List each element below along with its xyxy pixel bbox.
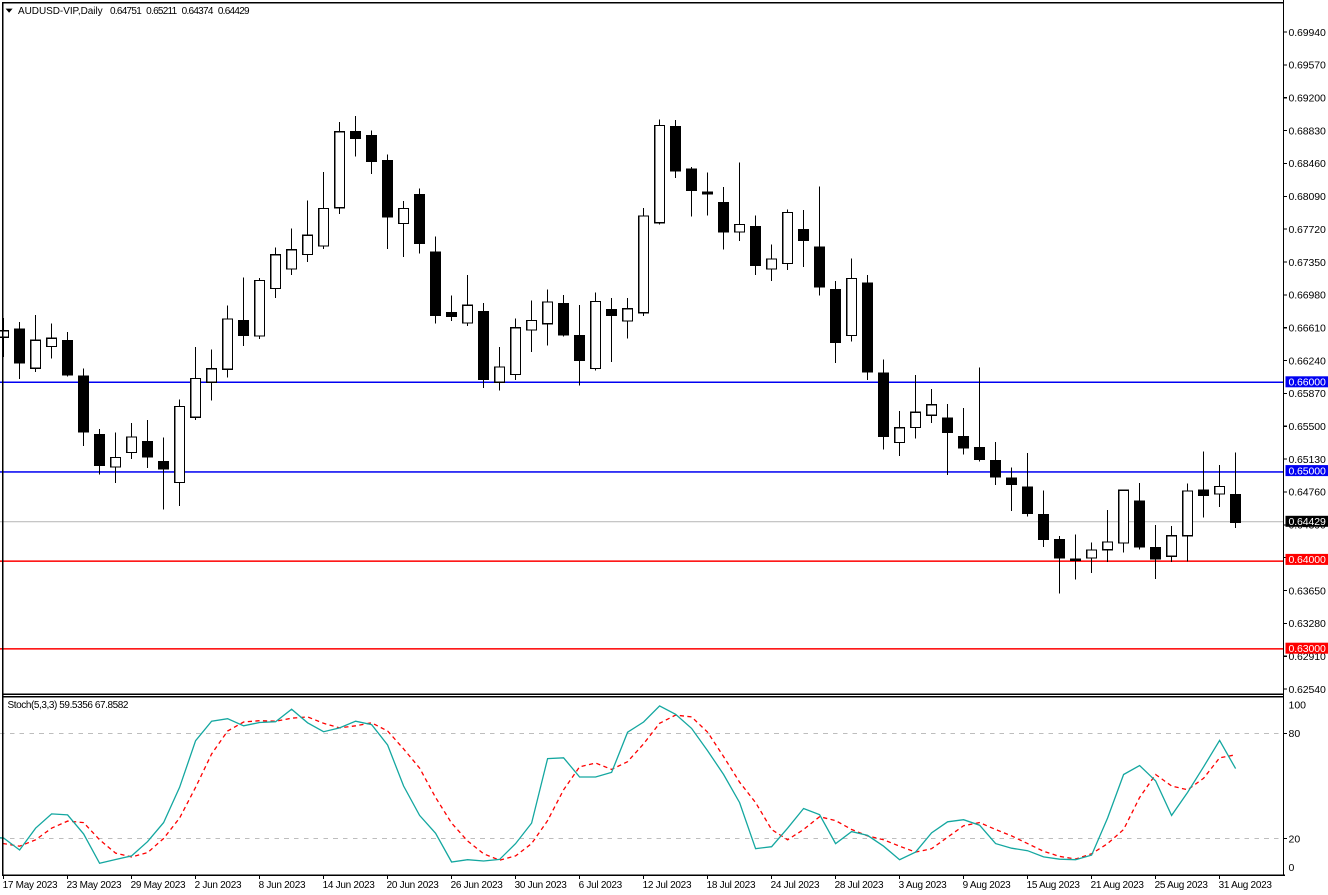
svg-text:21 Aug 2023: 21 Aug 2023 — [1091, 880, 1145, 891]
svg-text:20 Jun 2023: 20 Jun 2023 — [387, 880, 440, 891]
svg-text:20: 20 — [1289, 833, 1301, 845]
svg-text:24 Jul 2023: 24 Jul 2023 — [771, 880, 820, 891]
svg-text:14 Jun 2023: 14 Jun 2023 — [323, 880, 376, 891]
svg-text:0.65000: 0.65000 — [1289, 465, 1327, 477]
svg-text:Stoch(5,3,3) 59.5356 67.8582: Stoch(5,3,3) 59.5356 67.8582 — [8, 700, 129, 711]
svg-text:0.68830: 0.68830 — [1289, 125, 1327, 137]
svg-text:8 Jun 2023: 8 Jun 2023 — [259, 880, 306, 891]
svg-text:0.66610: 0.66610 — [1289, 323, 1327, 335]
svg-text:0.64000: 0.64000 — [1289, 554, 1327, 566]
svg-text:0.64760: 0.64760 — [1289, 487, 1327, 499]
svg-text:0.67350: 0.67350 — [1289, 257, 1327, 269]
svg-text:0.62910: 0.62910 — [1289, 651, 1327, 663]
svg-text:0.66980: 0.66980 — [1289, 290, 1327, 302]
svg-text:0.68460: 0.68460 — [1289, 158, 1327, 170]
svg-text:0.69940: 0.69940 — [1289, 27, 1327, 39]
svg-text:12 Jul 2023: 12 Jul 2023 — [643, 880, 692, 891]
svg-text:30 Jun 2023: 30 Jun 2023 — [515, 880, 568, 891]
svg-text:25 Aug 2023: 25 Aug 2023 — [1155, 880, 1209, 891]
svg-text:0.65130: 0.65130 — [1289, 454, 1327, 466]
svg-text:2 Jun 2023: 2 Jun 2023 — [195, 880, 242, 891]
svg-text:0.69200: 0.69200 — [1289, 93, 1327, 105]
svg-text:0.64429: 0.64429 — [1289, 516, 1327, 528]
svg-text:0.67720: 0.67720 — [1289, 224, 1327, 236]
svg-text:0.62540: 0.62540 — [1289, 684, 1327, 696]
svg-text:0.66240: 0.66240 — [1289, 355, 1327, 367]
svg-text:17 May 2023: 17 May 2023 — [3, 880, 58, 891]
svg-text:0.69570: 0.69570 — [1289, 60, 1327, 72]
svg-text:0.65500: 0.65500 — [1289, 421, 1327, 433]
svg-text:80: 80 — [1289, 728, 1301, 740]
svg-text:3 Aug 2023: 3 Aug 2023 — [899, 880, 948, 891]
svg-text:26 Jun 2023: 26 Jun 2023 — [451, 880, 504, 891]
svg-text:AUDUSD-VIP,Daily: AUDUSD-VIP,Daily — [18, 6, 103, 17]
svg-text:100: 100 — [1289, 699, 1307, 711]
svg-text:0.68090: 0.68090 — [1289, 191, 1327, 203]
svg-text:29 May 2023: 29 May 2023 — [131, 880, 186, 891]
svg-text:31 Aug 2023: 31 Aug 2023 — [1219, 880, 1273, 891]
svg-text:0.66000: 0.66000 — [1289, 377, 1327, 389]
svg-text:0.63280: 0.63280 — [1289, 618, 1327, 630]
svg-text:0.63650: 0.63650 — [1289, 585, 1327, 597]
svg-text:0.65870: 0.65870 — [1289, 388, 1327, 400]
svg-text:23 May 2023: 23 May 2023 — [67, 880, 122, 891]
svg-text:0: 0 — [1289, 862, 1295, 874]
svg-text:0.64751 0.65211 0.64374 0.6442: 0.64751 0.65211 0.64374 0.64429 — [110, 6, 250, 17]
svg-text:6 Jul 2023: 6 Jul 2023 — [579, 880, 623, 891]
svg-text:0.63000: 0.63000 — [1289, 643, 1327, 655]
svg-text:18 Jul 2023: 18 Jul 2023 — [707, 880, 756, 891]
svg-text:15 Aug 2023: 15 Aug 2023 — [1027, 880, 1081, 891]
svg-text:9 Aug 2023: 9 Aug 2023 — [963, 880, 1012, 891]
svg-text:28 Jul 2023: 28 Jul 2023 — [835, 880, 884, 891]
